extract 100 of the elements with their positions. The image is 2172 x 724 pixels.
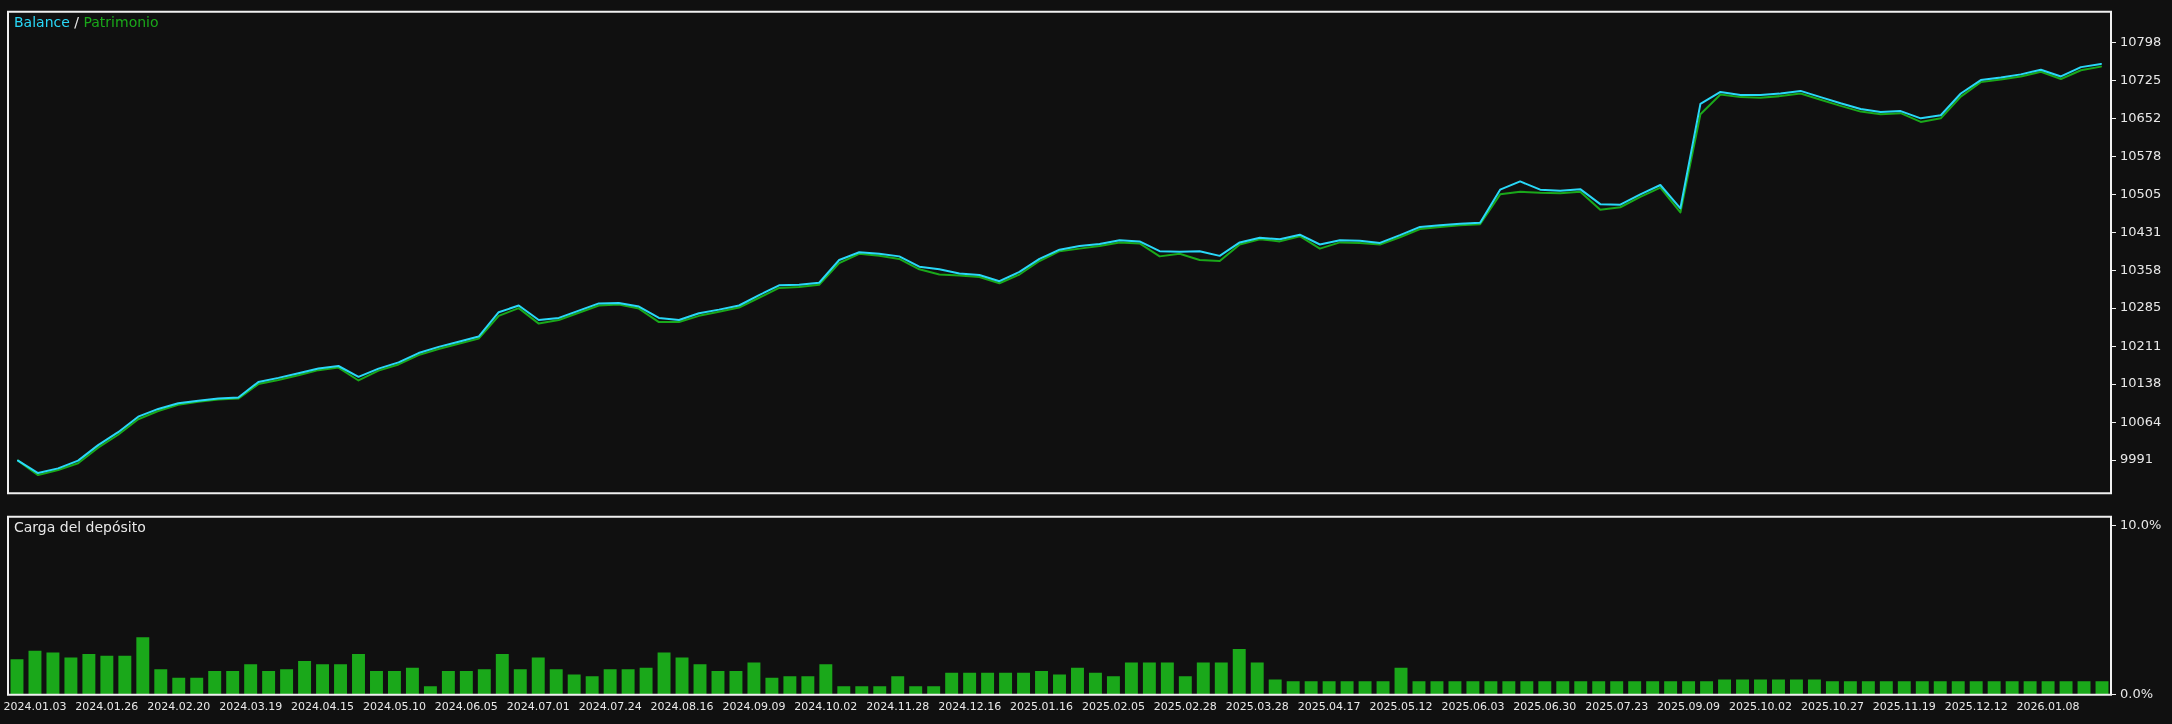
- y-tick-label: 10358: [2120, 261, 2162, 277]
- bar: [1843, 681, 1857, 695]
- bar: [244, 664, 258, 695]
- bar: [693, 664, 707, 695]
- y-tick-label: 10652: [2120, 109, 2162, 125]
- bar: [639, 667, 653, 695]
- bar: [1789, 679, 1803, 695]
- chart-title: Carga del depósito: [14, 518, 146, 535]
- bar: [262, 671, 276, 695]
- bar: [154, 669, 168, 695]
- bar: [352, 654, 365, 695]
- bar: [1520, 681, 1534, 695]
- x-tick-label: 2024.03.19: [219, 700, 283, 714]
- bar: [423, 686, 437, 695]
- bar: [2095, 681, 2109, 695]
- x-tick-label: 2024.07.24: [578, 700, 642, 714]
- bar: [945, 672, 959, 695]
- bar: [100, 655, 114, 695]
- bar: [118, 655, 132, 695]
- bar: [1897, 681, 1911, 695]
- bar: [1484, 681, 1498, 695]
- bar: [1646, 681, 1660, 695]
- x-tick-label: 2024.07.01: [506, 700, 570, 714]
- x-tick-label: 2025.06.03: [1441, 700, 1505, 714]
- bar: [226, 671, 240, 695]
- bar: [1322, 681, 1336, 695]
- x-tick-label: 2025.09.09: [1657, 700, 1721, 714]
- bar: [1304, 681, 1318, 695]
- bar: [873, 686, 887, 695]
- y-tick-label: 10.0%: [2120, 516, 2162, 532]
- bar: [837, 686, 851, 695]
- x-tick-label: 2025.05.12: [1369, 700, 1433, 714]
- bar: [2059, 681, 2073, 695]
- bar: [1574, 681, 1588, 695]
- y-tick-label: 0.0%: [2120, 686, 2154, 702]
- bar: [1664, 681, 1678, 695]
- bar: [495, 654, 509, 695]
- bar: [1700, 681, 1714, 695]
- bar: [1538, 681, 1552, 695]
- bar: [1736, 679, 1749, 695]
- bar: [1178, 676, 1192, 695]
- bar: [1987, 681, 2001, 695]
- text: Patrimonio: [83, 13, 159, 30]
- bar: [1071, 667, 1084, 695]
- bar: [1106, 676, 1120, 695]
- bar: [585, 676, 599, 695]
- bar: [1053, 674, 1066, 695]
- bar: [1430, 681, 1444, 695]
- bar: [1340, 681, 1354, 695]
- y-tick-label: 10138: [2120, 375, 2162, 391]
- y-tick-label: 10064: [2120, 413, 2162, 429]
- x-tick-label: 2024.08.16: [650, 700, 714, 714]
- bar: [477, 669, 491, 695]
- x-tick-label: 2025.06.30: [1513, 700, 1577, 714]
- y-tick-label: 10431: [2120, 223, 2162, 239]
- bar: [405, 667, 419, 695]
- x-tick-label: 2025.07.23: [1585, 700, 1649, 714]
- bar: [855, 686, 869, 695]
- bar: [82, 654, 96, 695]
- bar: [298, 660, 312, 695]
- bar: [1628, 681, 1642, 695]
- bar: [1412, 681, 1426, 695]
- bar: [1214, 662, 1228, 695]
- bar: [1394, 667, 1408, 695]
- y-tick-label: 10505: [2120, 185, 2162, 201]
- bar: [1915, 681, 1929, 695]
- bar: [172, 677, 186, 695]
- bar: [1754, 679, 1767, 695]
- bar: [1160, 662, 1174, 695]
- bar: [459, 671, 473, 695]
- bar: [1592, 681, 1606, 695]
- bar: [1933, 681, 1947, 695]
- bar: [1448, 681, 1462, 695]
- x-tick-label: 2025.04.17: [1297, 700, 1361, 714]
- x-tick-label: 2025.02.05: [1081, 700, 1145, 714]
- x-tick-label: 2024.04.15: [291, 700, 355, 714]
- bar: [1879, 681, 1893, 695]
- bar: [370, 671, 383, 695]
- bar: [1556, 681, 1570, 695]
- bar: [1682, 681, 1696, 695]
- bar: [783, 676, 797, 695]
- x-tick-label: 2025.03.28: [1225, 700, 1289, 714]
- bar: [621, 669, 635, 695]
- x-tick-label: 2025.10.02: [1729, 700, 1792, 714]
- x-tick-label: 2024.11.28: [866, 700, 930, 714]
- bar: [729, 671, 743, 695]
- bar: [747, 662, 761, 695]
- bar: [711, 671, 725, 695]
- bar: [208, 671, 222, 695]
- x-tick-label: 2025.11.19: [1872, 700, 1936, 714]
- x-tick-label: 2024.05.10: [362, 700, 426, 714]
- bar: [999, 672, 1013, 695]
- bar: [513, 669, 527, 695]
- bar: [334, 664, 347, 695]
- bar: [28, 650, 42, 695]
- bar: [1718, 679, 1732, 695]
- bar: [1610, 681, 1624, 695]
- bar: [1088, 672, 1102, 695]
- bar: [136, 637, 150, 695]
- bar: [1807, 679, 1821, 695]
